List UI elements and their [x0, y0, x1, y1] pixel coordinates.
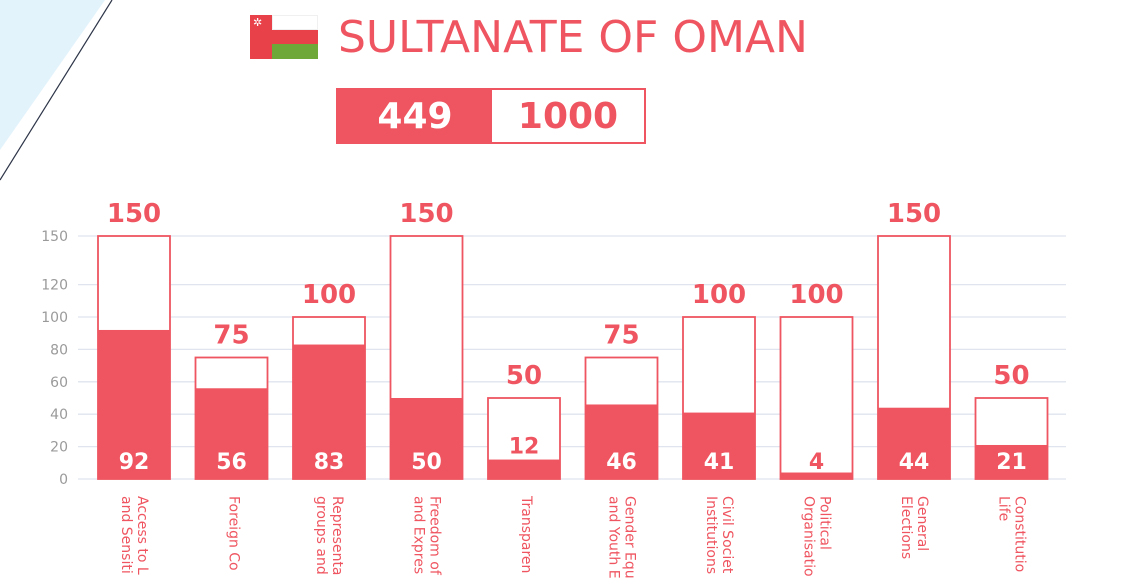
- category-label: and Sensiti: [118, 496, 134, 574]
- score-bar: [98, 329, 170, 479]
- score-bar: [585, 404, 658, 479]
- score-bar: [683, 412, 755, 479]
- max-value-label: 150: [399, 199, 453, 229]
- max-value-label: 150: [107, 199, 161, 229]
- score-bar: [780, 472, 853, 479]
- max-value-label: 75: [213, 321, 249, 351]
- category-label: General: [914, 496, 930, 551]
- category-label: groups and: [313, 496, 329, 575]
- max-bar: [779, 316, 854, 480]
- score-value-label: 41: [704, 450, 735, 475]
- category-label: Freedom of: [427, 496, 443, 576]
- score-bar: [195, 388, 268, 479]
- category-label: Organisatio: [801, 496, 817, 577]
- category-label: and Youth E: [606, 496, 622, 579]
- category-label: Civil Societ: [719, 496, 735, 574]
- score-bar: [390, 398, 463, 479]
- category-label: Foreign Co: [226, 496, 242, 571]
- score-bar: [975, 444, 1048, 479]
- max-value-label: 100: [789, 280, 843, 310]
- score-value-label: 50: [411, 450, 442, 475]
- category-label: Political: [817, 496, 833, 550]
- category-label: Transparen: [518, 495, 534, 573]
- score-bar: [488, 459, 560, 479]
- header: ✲ SULTANATE OF OMAN: [250, 11, 808, 63]
- y-tick-label: 60: [50, 375, 68, 391]
- category-label: Representa: [329, 496, 345, 576]
- category-label: and Expres: [411, 496, 427, 574]
- score-box: 449 1000: [336, 88, 646, 144]
- category-label: Constitutio: [1012, 496, 1028, 572]
- score-value-label: 4: [809, 450, 824, 475]
- background-decoration: [0, 0, 113, 181]
- max-score: 1000: [517, 95, 619, 137]
- category-label: Access to L: [134, 496, 150, 575]
- y-tick-label: 120: [41, 278, 68, 294]
- y-tick-label: 0: [59, 472, 68, 488]
- max-value-label: 50: [993, 361, 1029, 391]
- max-value-label: 50: [506, 361, 542, 391]
- score-bar: [293, 344, 365, 479]
- score-value-label: 21: [996, 450, 1027, 475]
- y-tick-label: 150: [41, 229, 68, 245]
- max-value-label: 150: [887, 199, 941, 229]
- category-label: Institutions: [703, 496, 719, 574]
- y-tick-label: 80: [50, 342, 68, 358]
- oman-flag-icon: ✲: [250, 15, 318, 59]
- y-tick-label: 40: [50, 407, 68, 423]
- total-score: 449: [338, 90, 492, 142]
- category-label: Gender Equ: [622, 496, 638, 579]
- max-value-label: 75: [603, 321, 639, 351]
- score-value-label: 46: [606, 450, 637, 475]
- page-title: SULTANATE OF OMAN: [338, 11, 808, 63]
- score-value-label: 44: [899, 450, 930, 475]
- y-tick-label: 100: [41, 310, 68, 326]
- score-value-label: 12: [509, 435, 540, 460]
- y-tick-label: 20: [50, 440, 68, 456]
- max-value-label: 100: [302, 280, 356, 310]
- score-bar: [878, 407, 950, 479]
- max-value-label: 100: [692, 280, 746, 310]
- category-label: Life: [996, 496, 1012, 521]
- score-value-label: 92: [119, 450, 150, 475]
- score-value-label: 56: [216, 450, 247, 475]
- score-value-label: 83: [314, 450, 345, 475]
- category-label: Elections: [898, 496, 914, 559]
